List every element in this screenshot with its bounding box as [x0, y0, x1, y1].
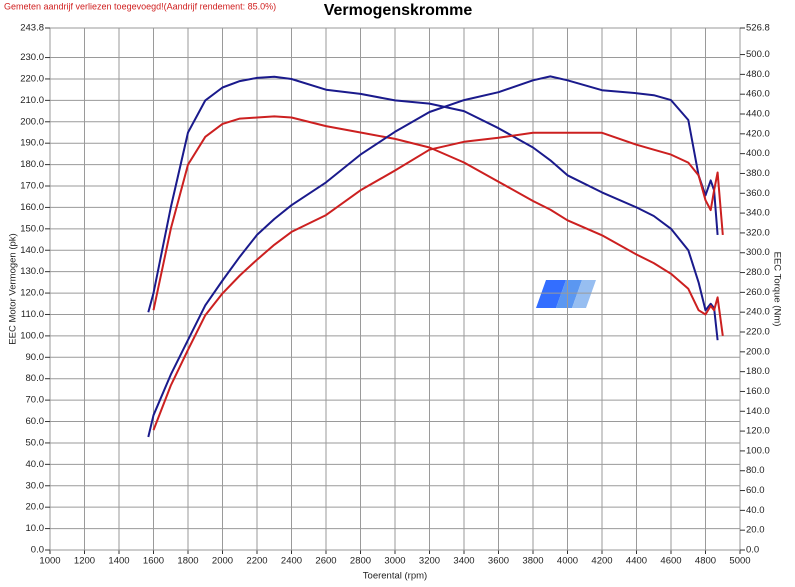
line	[147, 75, 719, 438]
y-tick-label: 0.0	[31, 545, 44, 556]
x-axis-label: Toerental (rpm)	[363, 571, 427, 582]
x-tick-label: 3800	[522, 556, 543, 567]
y-tick-label: 170.0	[20, 181, 44, 192]
x-tick-label: 5000	[729, 556, 750, 567]
line	[152, 131, 724, 431]
x-tick-label: 1400	[108, 556, 129, 567]
y2-tick-label: 440.0	[746, 109, 770, 120]
y-tick-label: 60.0	[26, 416, 45, 427]
y2-tick-label: 300.0	[746, 247, 770, 258]
x-tick-label: 2200	[246, 556, 267, 567]
y-tick-label: 160.0	[20, 202, 44, 213]
y-axis-label: EEC Motor Vermogen (pk)	[8, 233, 19, 344]
x-tick-label: 2400	[281, 556, 302, 567]
y-tick-label: 130.0	[20, 266, 44, 277]
y2-tick-label: 80.0	[746, 465, 765, 476]
y2-tick-label: 460.0	[746, 89, 770, 100]
x-tick-label: 4400	[626, 556, 647, 567]
y2-tick-label: 280.0	[746, 267, 770, 278]
y2-tick-label: 360.0	[746, 188, 770, 199]
y-tick-label: 20.0	[26, 502, 45, 513]
x-tick-label: 1600	[143, 556, 164, 567]
y-tick-label: 150.0	[20, 223, 44, 234]
y2-tick-label: 60.0	[746, 485, 765, 496]
y2-tick-label: 120.0	[746, 426, 770, 437]
x-tick-label: 3600	[488, 556, 509, 567]
y-tick-label: 230.0	[20, 52, 44, 63]
x-tick-label: 2000	[212, 556, 233, 567]
y2-tick-label: 140.0	[746, 406, 770, 417]
y-tick-label: 190.0	[20, 138, 44, 149]
x-tick-label: 3000	[384, 556, 405, 567]
logo	[536, 280, 596, 308]
y-tick-label: 220.0	[20, 73, 44, 84]
y-tick-label: 90.0	[26, 352, 45, 363]
y-tick-label: 120.0	[20, 288, 44, 299]
y2-tick-label: 200.0	[746, 346, 770, 357]
y-tick-label: 70.0	[26, 395, 45, 406]
y-tick-label: 30.0	[26, 480, 45, 491]
line	[152, 115, 724, 337]
y2-tick-label: 526.8	[746, 23, 770, 34]
y2-tick-label: 340.0	[746, 208, 770, 219]
chart-title: Vermogenskromme	[324, 2, 473, 19]
y2-tick-label: 480.0	[746, 69, 770, 80]
y2-tick-label: 380.0	[746, 168, 770, 179]
y-tick-label: 180.0	[20, 159, 44, 170]
note: Gemeten aandrijf verliezen toegevoegd!(A…	[4, 1, 276, 11]
y-tick-label: 210.0	[20, 95, 44, 106]
y2-tick-label: 420.0	[746, 128, 770, 139]
y2-tick-label: 180.0	[746, 366, 770, 377]
y2-tick-label: 160.0	[746, 386, 770, 397]
x-tick-label: 4000	[557, 556, 578, 567]
y-tick-label: 140.0	[20, 245, 44, 256]
y-tick-label: 80.0	[26, 373, 45, 384]
x-tick-label: 3200	[419, 556, 440, 567]
y2-axis-label: EEC Torque (Nm)	[771, 252, 782, 327]
y-tick-label: 110.0	[21, 309, 44, 320]
x-tick-label: 4200	[591, 556, 612, 567]
y-tick-label: 10.0	[26, 523, 45, 534]
x-tick-label: 2800	[350, 556, 371, 567]
x-tick-label: 1200	[74, 556, 95, 567]
y2-tick-label: 0.0	[746, 545, 759, 556]
x-tick-label: 1800	[177, 556, 198, 567]
y2-tick-label: 40.0	[746, 505, 765, 516]
y-tick-label: 200.0	[20, 116, 44, 127]
y-tick-label: 40.0	[26, 459, 45, 470]
y2-tick-label: 220.0	[746, 327, 770, 338]
y2-tick-label: 240.0	[746, 307, 770, 318]
y-tick-label: 50.0	[26, 437, 45, 448]
x-tick-label: 4800	[695, 556, 716, 567]
x-tick-label: 4600	[660, 556, 681, 567]
y2-tick-label: 20.0	[746, 525, 765, 536]
y2-tick-label: 320.0	[746, 227, 770, 238]
line	[147, 75, 719, 341]
y-tick-label: 243.8	[20, 23, 44, 34]
y2-tick-label: 100.0	[746, 445, 770, 456]
x-tick-label: 1000	[39, 556, 60, 567]
x-tick-label: 3400	[453, 556, 474, 567]
x-tick-label: 2600	[315, 556, 336, 567]
y-tick-label: 100.0	[20, 330, 44, 341]
y2-tick-label: 500.0	[746, 49, 770, 60]
y2-tick-label: 260.0	[746, 287, 770, 298]
y2-tick-label: 400.0	[746, 148, 770, 159]
